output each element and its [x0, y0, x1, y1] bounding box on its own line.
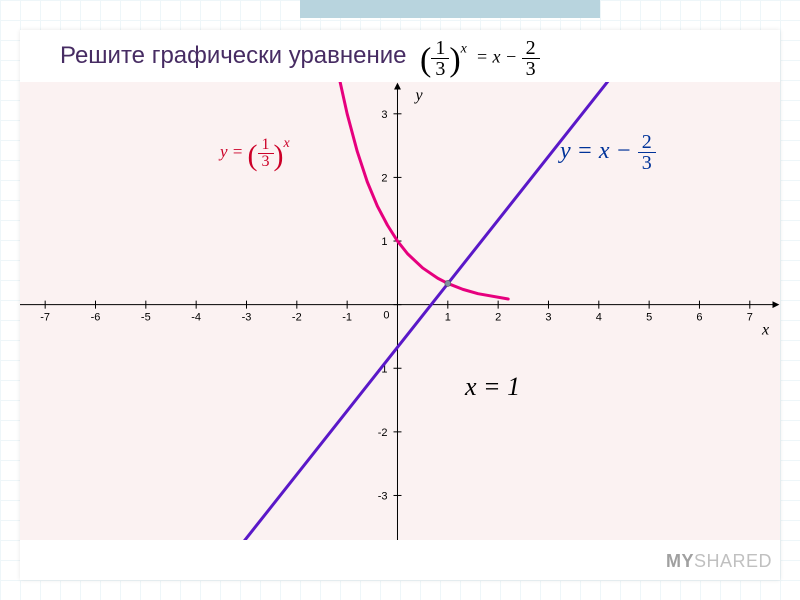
svg-text:5: 5	[646, 312, 652, 324]
watermark-suffix: SHARED	[694, 551, 772, 571]
title-text: Решите графически уравнение	[60, 42, 407, 69]
label-exp-exp: x	[284, 136, 290, 151]
svg-text:x: x	[761, 322, 769, 339]
svg-text:1: 1	[445, 312, 451, 324]
label-line-curve: y = x − 23	[560, 132, 656, 173]
svg-text:-5: -5	[141, 312, 151, 324]
svg-text:-3: -3	[242, 312, 252, 324]
svg-text:6: 6	[696, 312, 702, 324]
eq-rhs-prefix: = x −	[476, 47, 517, 67]
label-exp-den: 3	[258, 154, 274, 170]
svg-text:0: 0	[383, 310, 389, 322]
svg-text:2: 2	[495, 312, 501, 324]
solution-label: x = 1	[465, 372, 520, 402]
top-decor-band	[300, 0, 600, 18]
svg-text:-7: -7	[40, 312, 50, 324]
svg-text:-1: -1	[342, 312, 352, 324]
label-line-num: 2	[638, 132, 656, 153]
label-line-prefix: y = x −	[560, 138, 632, 164]
label-exp-prefix: y =	[220, 142, 243, 161]
svg-text:-4: -4	[191, 312, 201, 324]
svg-text:4: 4	[596, 312, 602, 324]
plot-area: -7-6-5-4-3-2-11234567-3-2-11230xy y = (1…	[20, 82, 780, 540]
svg-text:-3: -3	[378, 490, 388, 502]
eq-frac-num: 1	[431, 38, 449, 59]
label-exp-curve: y = (13)x	[220, 136, 290, 173]
svg-text:-2: -2	[292, 312, 302, 324]
chart-svg: -7-6-5-4-3-2-11234567-3-2-11230xy	[20, 82, 780, 540]
title-equation: (13)x = x − 23	[420, 38, 540, 80]
svg-text:y: y	[413, 87, 423, 104]
svg-text:2: 2	[381, 172, 387, 184]
svg-text:3: 3	[545, 312, 551, 324]
page-title: Решите графически уравнение	[60, 42, 407, 70]
eq-frac-den: 3	[431, 59, 449, 79]
eq-frac2-num: 2	[522, 38, 540, 59]
watermark-prefix: MY	[666, 551, 694, 571]
svg-text:1: 1	[381, 236, 387, 248]
eq-frac2-den: 3	[522, 59, 540, 79]
svg-text:3: 3	[381, 109, 387, 121]
watermark: MYSHARED	[666, 551, 772, 572]
label-exp-num: 1	[258, 137, 274, 154]
eq-exp: x	[461, 42, 467, 57]
svg-text:-2: -2	[378, 427, 388, 439]
svg-text:-6: -6	[91, 312, 101, 324]
svg-text:7: 7	[747, 312, 753, 324]
label-line-den: 3	[638, 153, 656, 173]
